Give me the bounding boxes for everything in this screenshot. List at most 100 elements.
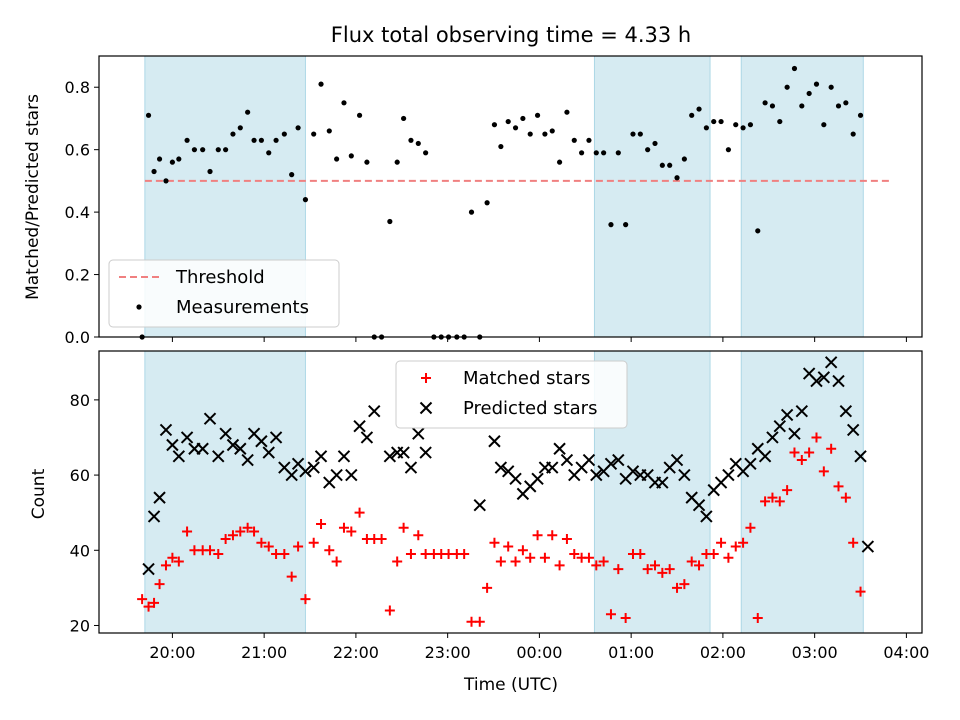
measurement-point	[341, 100, 347, 106]
y-tick-label: 0.4	[65, 203, 90, 222]
predicted-star-point	[488, 435, 501, 448]
matched-star-point	[796, 455, 807, 466]
measurement-point	[725, 147, 732, 153]
x-tick-label: 20:00	[149, 643, 195, 662]
matched-star-point	[316, 518, 327, 529]
top-panel-ratio: 0.0 0.2 0.4 0.6 0.8 Threshold Measurements	[65, 55, 923, 347]
x-tick-label: 21:00	[241, 643, 287, 662]
observing-window	[740, 55, 864, 338]
matched-star-point	[569, 549, 580, 560]
measurement-point	[215, 147, 221, 153]
y-tick-label: 40	[70, 541, 90, 560]
matched-star-point	[405, 549, 416, 560]
matched-star-point	[495, 556, 506, 567]
matched-star-point	[723, 552, 734, 563]
matched-star-point	[848, 537, 859, 548]
measurement-point	[564, 109, 570, 115]
predicted-star-point	[360, 431, 374, 444]
matched-star-point	[482, 582, 493, 593]
measurement-point	[843, 100, 849, 106]
measurement-point	[176, 156, 182, 162]
measurement-point	[484, 200, 490, 206]
matched-star-point	[517, 545, 528, 556]
axes-frame	[98, 350, 923, 634]
predicted-star-point	[219, 427, 232, 440]
predicted-star-point	[180, 431, 194, 444]
predicted-star-point	[212, 450, 225, 463]
predicted-star-point	[153, 491, 166, 504]
legend-label: Measurements	[176, 297, 309, 318]
predicted-star-point	[307, 461, 320, 474]
predicted-star-point	[330, 468, 343, 482]
matched-star-point	[346, 526, 357, 537]
measurement-point	[200, 147, 206, 153]
x-tick-label: 22:00	[333, 643, 379, 662]
measurement-point	[318, 81, 324, 87]
measurement-point	[289, 172, 295, 178]
x-axis-label: Time (UTC)	[463, 675, 558, 695]
measurement-point	[769, 103, 776, 109]
y-tick-label: 0.2	[65, 266, 90, 285]
predicted-star-point	[546, 461, 559, 474]
predicted-star-point	[553, 442, 566, 455]
matched-star-point	[620, 612, 631, 623]
matched-star-point	[167, 552, 178, 563]
matched-star-point	[354, 507, 365, 518]
matched-star-point	[833, 481, 844, 492]
predicted-star-point	[861, 540, 875, 553]
matched-star-point	[716, 537, 727, 548]
predicted-star-point	[337, 450, 351, 463]
matched-star-point	[789, 447, 800, 458]
matched-star-point	[613, 564, 624, 575]
matched-star-point	[730, 541, 741, 552]
measurement-point	[630, 131, 636, 137]
measurement-point	[505, 118, 511, 125]
predicted-star-point	[722, 468, 735, 482]
measurement-point	[615, 150, 621, 156]
measurement-point	[273, 137, 279, 143]
measurement-point	[527, 131, 533, 137]
predicted-star-point	[560, 453, 574, 467]
legend-measurement-swatch	[136, 304, 142, 310]
measurement-point	[645, 147, 651, 153]
measurement-point	[689, 112, 695, 118]
x-tick-label: 02:00	[700, 643, 746, 662]
y-tick-label: 0.0	[65, 328, 90, 347]
predicted-star-point	[824, 356, 838, 369]
measurement-point	[423, 150, 429, 156]
matched-star-point	[149, 597, 160, 608]
measurement-point	[733, 122, 739, 128]
measurement-point	[601, 150, 607, 156]
matched-star-point	[256, 537, 267, 548]
y-tick-label: 20	[70, 616, 90, 635]
measurement-point	[821, 122, 827, 128]
predicted-star-point	[345, 468, 358, 482]
matched-star-point	[855, 586, 866, 597]
predicted-star-point	[314, 450, 328, 463]
predicted-star-point	[590, 468, 603, 482]
predicted-star-point	[832, 374, 845, 388]
matched-star-point	[752, 612, 763, 623]
measurement-point	[652, 140, 658, 147]
y-tick-label: 80	[70, 391, 90, 410]
predicted-star-point	[773, 419, 786, 433]
matched-star-point	[635, 549, 646, 560]
predicted-star-point	[412, 427, 425, 440]
matched-star-point	[489, 537, 500, 548]
predicted-star-point	[262, 446, 275, 459]
measurement-point	[593, 150, 599, 156]
matched-star-point	[547, 530, 558, 541]
matched-star-point	[686, 556, 697, 567]
matched-star-point	[598, 556, 609, 567]
measurement-point	[401, 115, 407, 122]
matched-star-point	[503, 541, 514, 552]
predicted-star-point	[700, 510, 713, 523]
observing-window	[144, 350, 306, 634]
measurement-point	[394, 159, 400, 165]
observing-window	[593, 55, 711, 338]
measurement-point	[850, 131, 856, 137]
matched-star-point	[672, 582, 683, 593]
predicted-star-point	[142, 562, 155, 576]
